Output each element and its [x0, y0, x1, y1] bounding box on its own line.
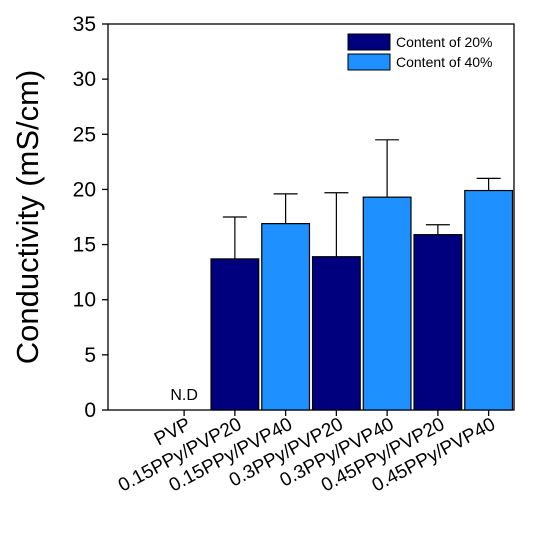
y-tick-label: 25 [73, 123, 96, 146]
y-axis-title: Conductivity (mS/cm) [10, 70, 45, 365]
bar [362, 196, 412, 411]
bar [413, 234, 463, 411]
y-tick-label: 10 [73, 289, 96, 312]
y-tick-label: 5 [84, 344, 96, 367]
y-tick-label: 0 [84, 399, 96, 422]
plot-area: 05101520253035PVP0.15PPy/PVP200.15PPy/PV… [73, 13, 515, 496]
legend-label: Content of 40% [396, 54, 493, 70]
nd-annotation: N.D [170, 387, 198, 404]
y-tick-label: 30 [73, 68, 96, 91]
y-tick-label: 15 [73, 234, 96, 257]
legend-label: Content of 20% [396, 34, 493, 50]
legend-swatch [347, 33, 391, 51]
bar [311, 256, 361, 411]
y-tick-label: 20 [73, 178, 96, 201]
bar [210, 258, 260, 411]
bar [261, 223, 311, 411]
legend-swatch [347, 53, 391, 71]
bar [464, 189, 514, 411]
y-tick-label: 35 [73, 13, 96, 36]
plot-frame [107, 23, 515, 411]
